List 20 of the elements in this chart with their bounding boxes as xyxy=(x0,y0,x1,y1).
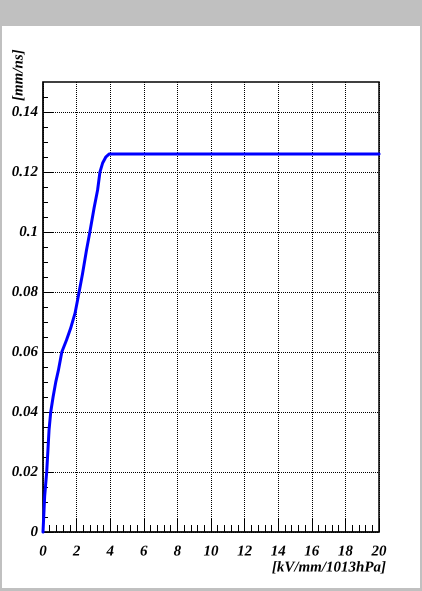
x-axis-title: [kV/mm/1013hPa] xyxy=(272,560,386,576)
y-axis-title: [mm/ns] xyxy=(10,49,26,101)
x-tick-label: 16 xyxy=(304,544,320,560)
y-tick-label: 0 xyxy=(30,524,38,540)
y-tick-label: 0.14 xyxy=(12,104,38,120)
x-tick-label: 4 xyxy=(105,544,114,560)
x-tick-label: 18 xyxy=(338,544,354,560)
x-tick-label: 8 xyxy=(174,544,182,560)
x-tick-label: 2 xyxy=(72,544,81,560)
y-tick-label: 0.08 xyxy=(12,284,38,300)
x-tick-label: 10 xyxy=(204,544,219,560)
y-tick-label: 0.1 xyxy=(19,224,38,240)
x-tick-label: 14 xyxy=(270,544,286,560)
y-tick-label: 0.02 xyxy=(12,464,38,480)
x-tick-label: 12 xyxy=(237,544,253,560)
y-tick-label: 0.06 xyxy=(12,344,38,360)
y-tick-label: 0.12 xyxy=(12,164,38,180)
y-tick-label: 0.04 xyxy=(12,404,38,420)
x-tick-label: 20 xyxy=(370,544,387,560)
x-tick-label: 6 xyxy=(140,544,148,560)
